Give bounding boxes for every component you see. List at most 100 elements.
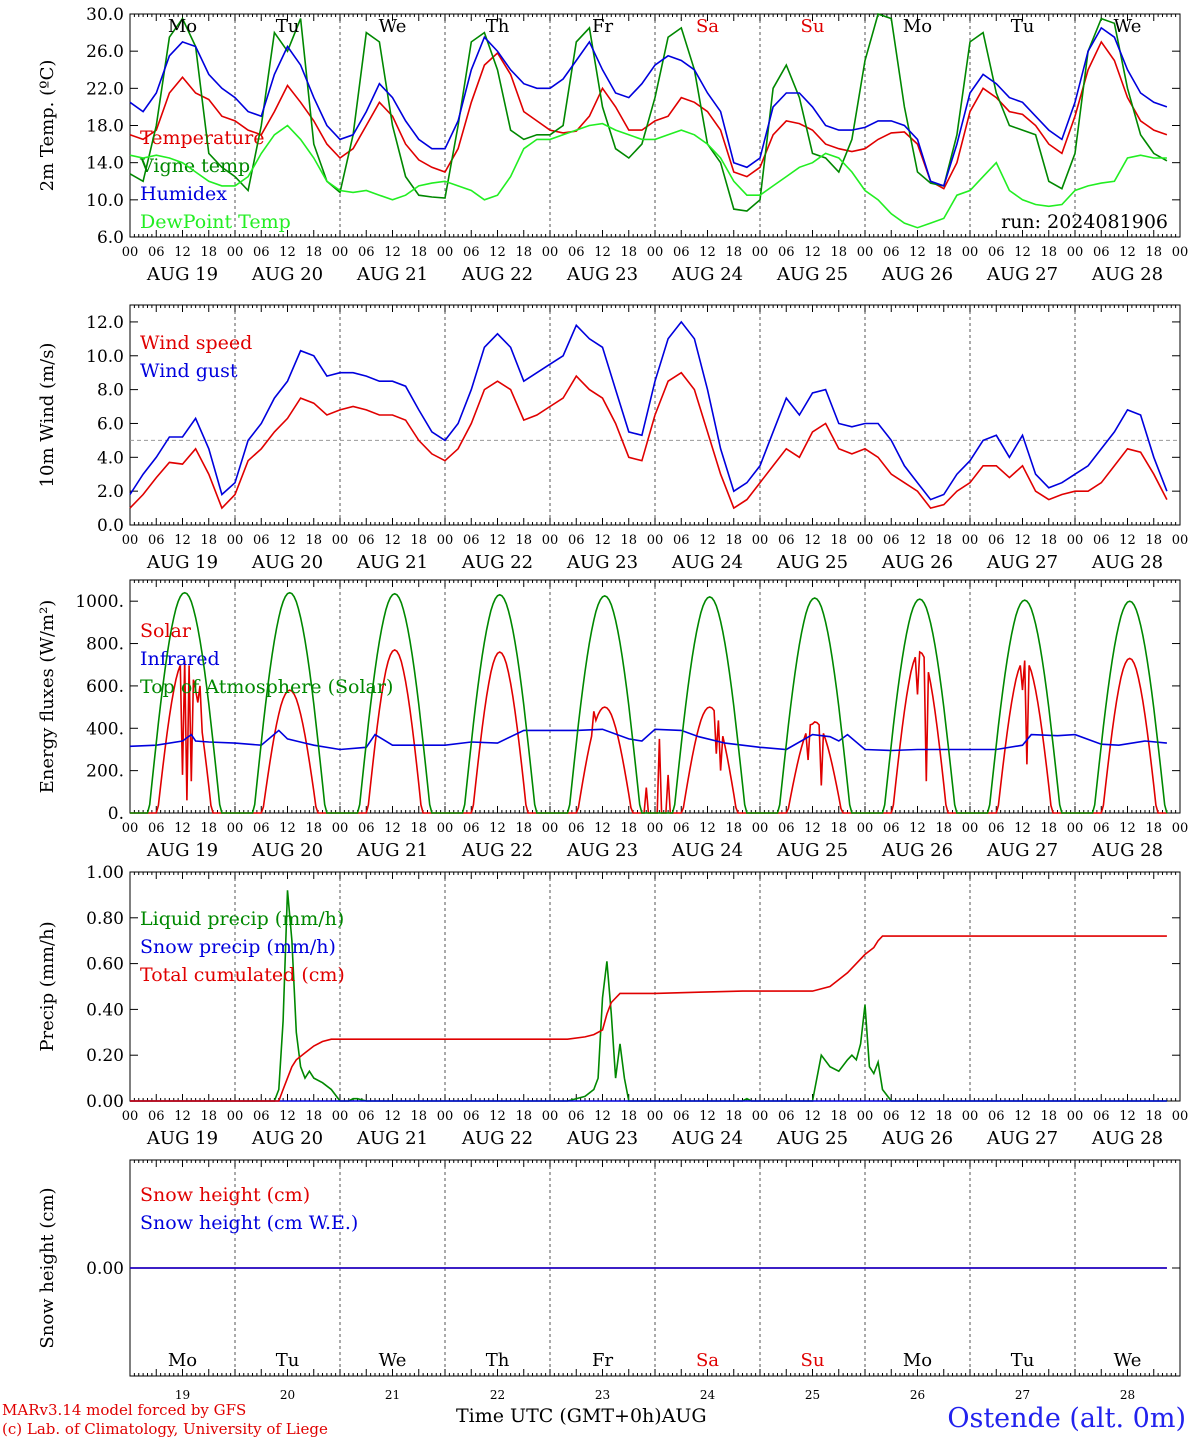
y-tick-label: 0.0 (97, 516, 124, 536)
hour-label: 06 (568, 1109, 585, 1124)
hour-label: 00 (752, 245, 769, 260)
date-label: AUG 28 (1091, 552, 1163, 573)
date-label: AUG 26 (881, 840, 953, 861)
hour-label: 18 (1145, 1109, 1162, 1124)
date-label: AUG 23 (566, 1128, 638, 1149)
hour-label: 00 (227, 1109, 244, 1124)
hour-label: 18 (515, 533, 532, 548)
hour-label: 18 (1145, 533, 1162, 548)
date-label: AUG 25 (776, 264, 848, 285)
hour-label: 00 (962, 821, 979, 836)
hour-label: 18 (410, 533, 427, 548)
day-number: 22 (490, 1388, 505, 1402)
hour-label: 00 (437, 245, 454, 260)
date-label: AUG 19 (146, 840, 218, 861)
day-number: 28 (1120, 1388, 1135, 1402)
date-label: AUG 28 (1091, 1128, 1163, 1149)
hour-label: 00 (1172, 533, 1189, 548)
hour-label: 18 (725, 245, 742, 260)
weekday-label-bottom: Su (801, 1350, 825, 1371)
y-tick-label: 0.80 (86, 909, 124, 929)
hour-label: 00 (962, 533, 979, 548)
y-tick-label: 1.00 (86, 863, 124, 883)
hour-label: 00 (752, 533, 769, 548)
hour-label: 12 (384, 1109, 401, 1124)
legend-vigne-temp: Vigne temp (139, 155, 250, 177)
hour-label: 00 (227, 533, 244, 548)
series-line-humidex (129, 26, 1168, 187)
hour-label: 12 (174, 533, 191, 548)
hour-label: 18 (935, 1109, 952, 1124)
hour-label: 06 (883, 1109, 900, 1124)
legend-humidex: Humidex (140, 183, 227, 205)
weekday-label-top: Mo (168, 16, 197, 37)
panel-3: 0. 200. 400. 600. 800. 1000. Energy fluxes (W/… (37, 579, 1189, 861)
hour-label: 12 (1014, 821, 1031, 836)
hour-label: 06 (148, 245, 165, 260)
legend-liquid-precip-mm-h: Liquid precip (mm/h) (140, 908, 344, 930)
day-number: 23 (595, 1388, 610, 1402)
y-tick-label: 6.0 (97, 228, 124, 248)
hour-label: 06 (988, 533, 1005, 548)
hour-label: 18 (935, 245, 952, 260)
hour-label: 18 (725, 1109, 742, 1124)
date-label: AUG 21 (356, 1128, 428, 1149)
hour-label: 12 (384, 533, 401, 548)
legend-total-cumulated-cm: Total cumulated (cm) (140, 964, 345, 986)
hour-label: 18 (620, 245, 637, 260)
y-axis-label: 10m Wind (m/s) (37, 343, 58, 488)
day-number: 21 (385, 1388, 400, 1402)
hour-label: 06 (988, 1109, 1005, 1124)
y-tick-label: 10.0 (86, 191, 124, 211)
legend-snow-height-cm-w-e: Snow height (cm W.E.) (140, 1212, 358, 1234)
y-tick-label: 12.0 (86, 313, 124, 333)
hour-label: 06 (463, 245, 480, 260)
date-label: AUG 26 (881, 1128, 953, 1149)
hour-label: 12 (1119, 1109, 1136, 1124)
date-label: AUG 20 (251, 264, 323, 285)
legend-snow-height-cm: Snow height (cm) (140, 1184, 310, 1206)
y-axis-label: 2m Temp. (ºC) (37, 60, 58, 192)
hour-label: 06 (778, 1109, 795, 1124)
weekday-label-bottom: Tu (276, 1350, 300, 1371)
hour-label: 00 (542, 821, 559, 836)
hour-label: 18 (305, 821, 322, 836)
hour-label: 06 (463, 1109, 480, 1124)
hour-label: 06 (148, 533, 165, 548)
date-label: AUG 25 (776, 1128, 848, 1149)
series-line-infrared (129, 728, 1167, 752)
hour-label: 06 (778, 821, 795, 836)
date-label: AUG 25 (776, 552, 848, 573)
date-label: AUG 24 (671, 552, 743, 573)
hour-label: 12 (1119, 245, 1136, 260)
hour-label: 12 (594, 821, 611, 836)
hour-label: 06 (358, 1109, 375, 1124)
weekday-label-bottom: Mo (168, 1350, 197, 1371)
date-label: AUG 20 (251, 840, 323, 861)
weekday-label-top: Fr (592, 16, 613, 37)
hour-label: 18 (620, 1109, 637, 1124)
date-label: AUG 22 (461, 552, 533, 573)
hour-label: 00 (437, 1109, 454, 1124)
hour-label: 06 (988, 821, 1005, 836)
weekday-label-bottom: Fr (592, 1350, 613, 1371)
y-tick-label: 26.0 (86, 42, 124, 62)
hour-label: 12 (594, 1109, 611, 1124)
hour-label: 00 (437, 821, 454, 836)
y-tick-label: 0.60 (86, 955, 124, 975)
series-line-solar (130, 648, 1167, 814)
y-tick-label: 22.0 (86, 79, 124, 99)
hour-label: 12 (489, 533, 506, 548)
hour-label: 12 (489, 245, 506, 260)
hour-label: 00 (332, 533, 349, 548)
hour-label: 00 (332, 1109, 349, 1124)
date-label: AUG 28 (1091, 264, 1163, 285)
hour-label: 12 (699, 821, 716, 836)
hour-label: 00 (1172, 821, 1189, 836)
hour-label: 18 (515, 245, 532, 260)
day-number: 24 (700, 1388, 716, 1402)
hour-label: 00 (962, 245, 979, 260)
panel-1: 6.0 10.0 14.0 18.0 22.0 26.0 30.0 2m Temp. (ºC)… (37, 5, 1188, 285)
hour-label: 06 (148, 821, 165, 836)
